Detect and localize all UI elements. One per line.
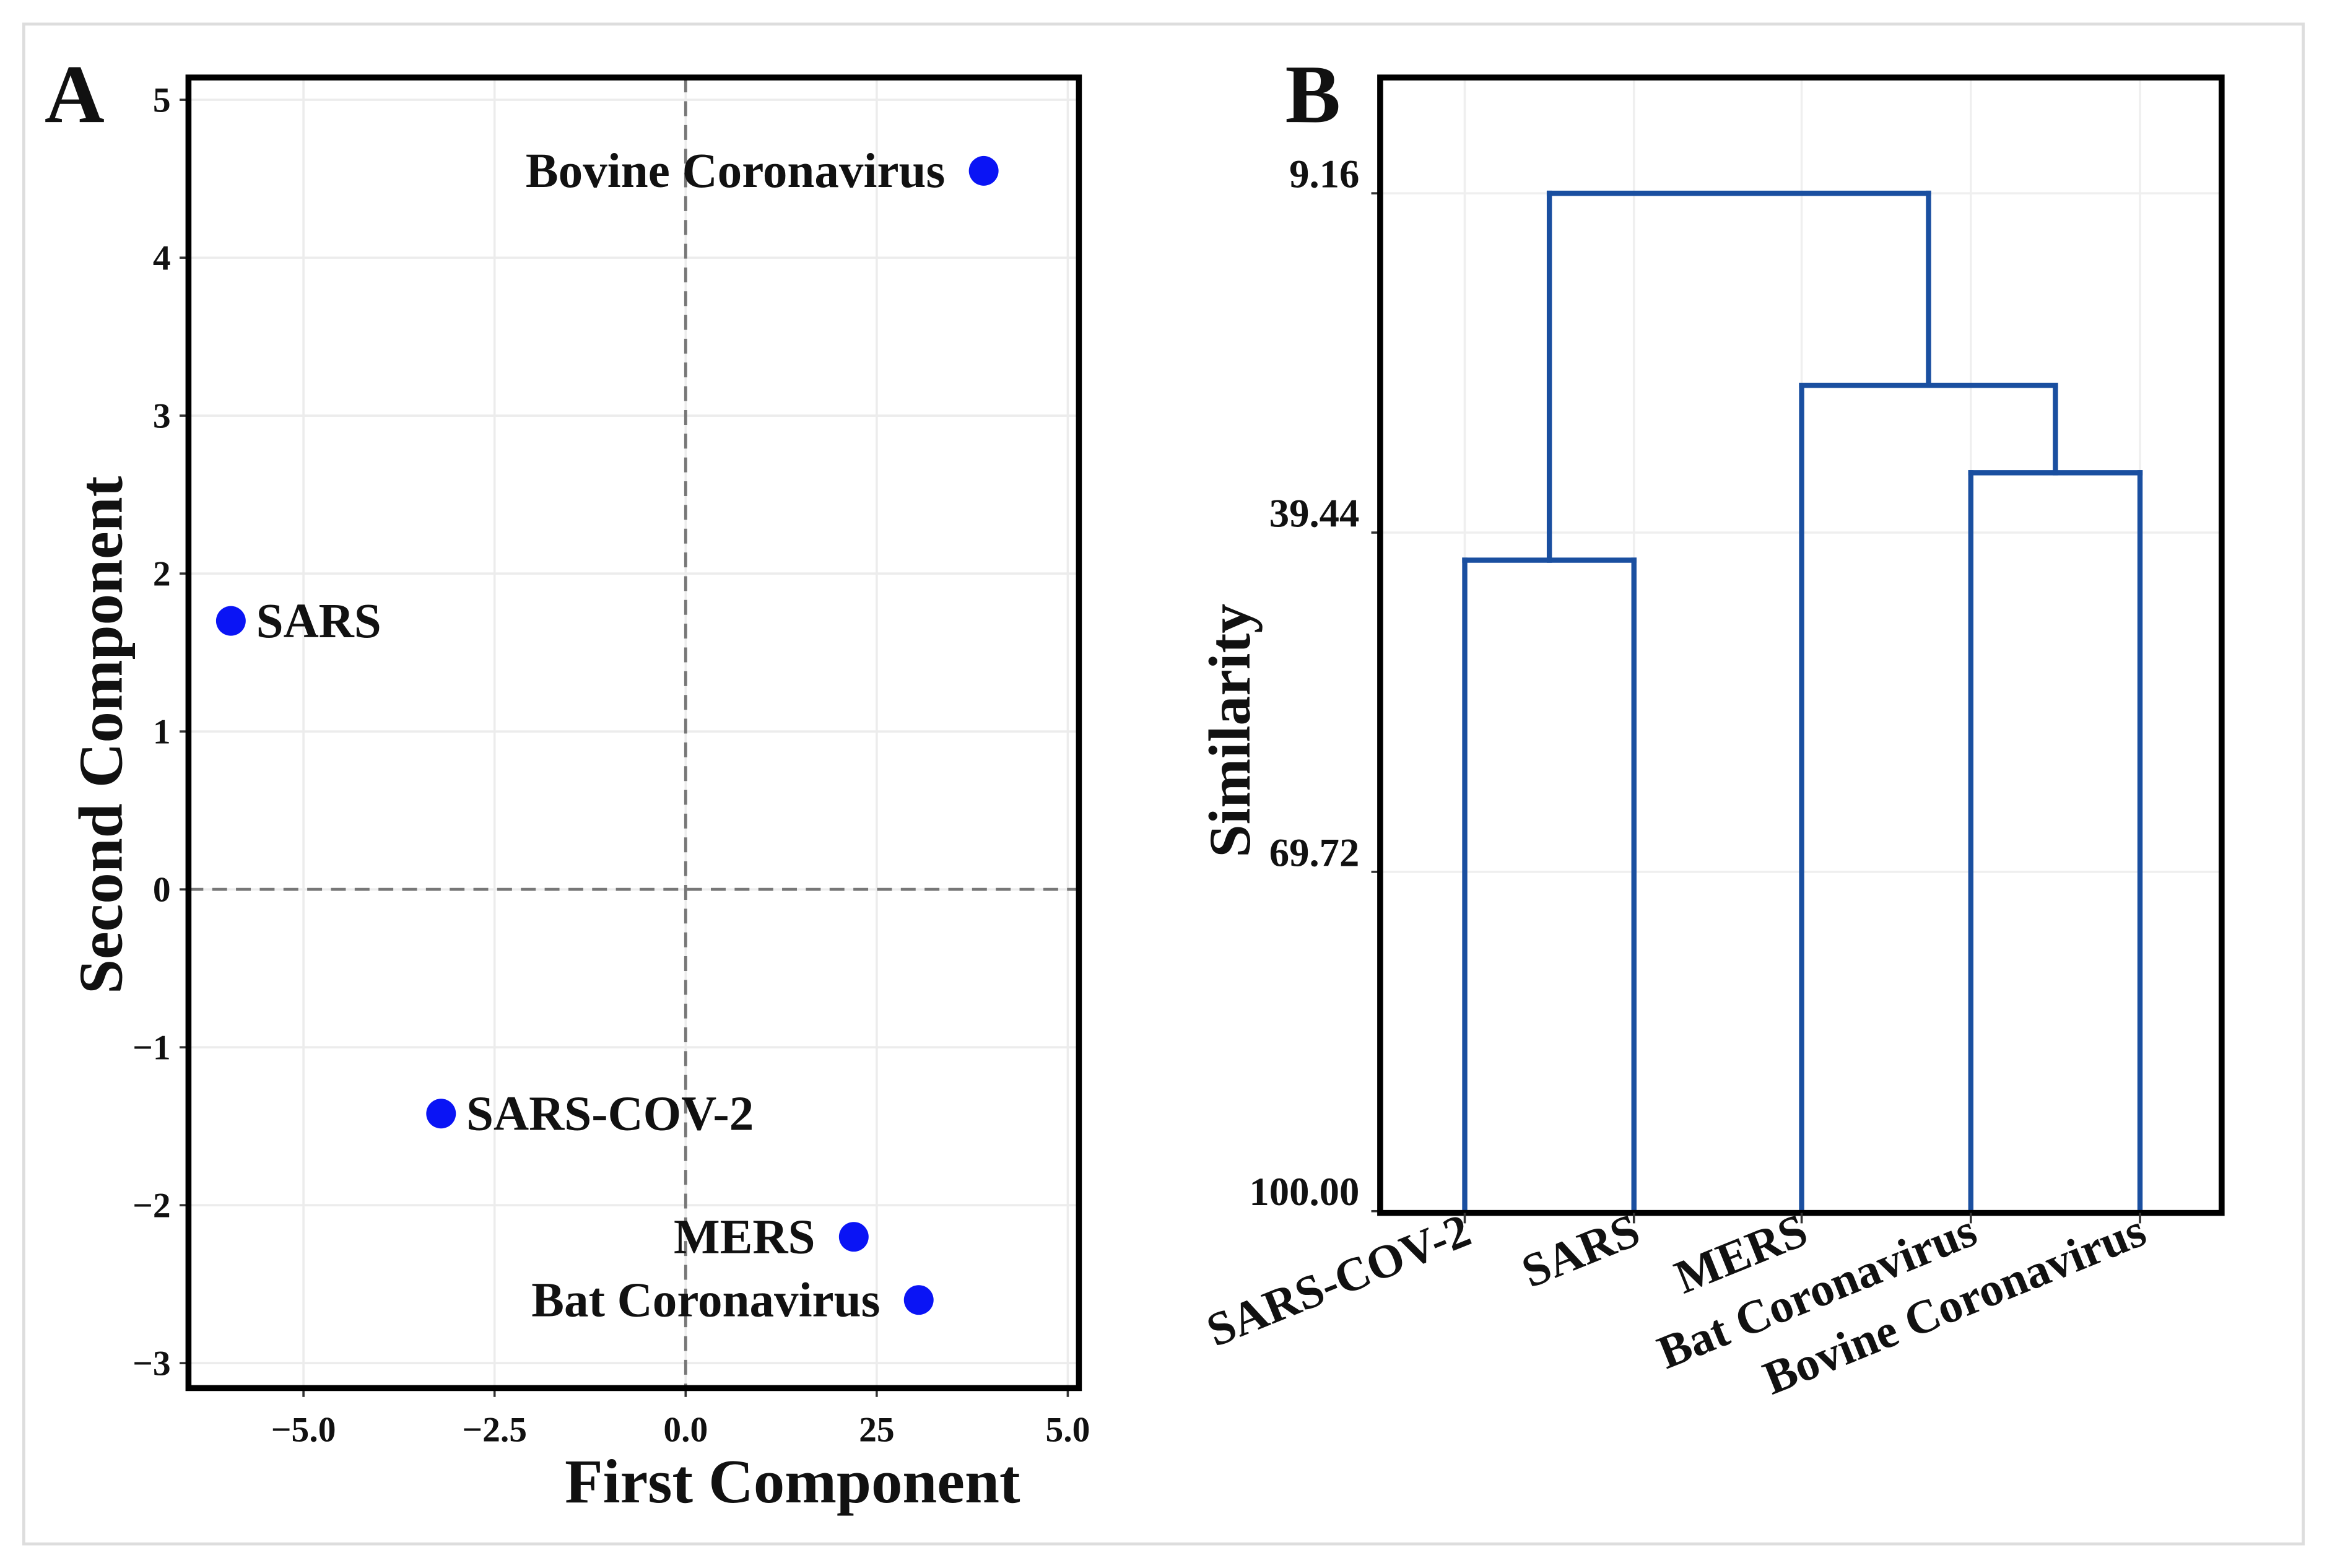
x-tick-label: 5.0 (1045, 1411, 1090, 1450)
data-point (903, 1285, 934, 1315)
y-tick-label: 100.00 (1249, 1169, 1359, 1214)
data-point (426, 1099, 456, 1129)
y-axis-label: Second Component (66, 476, 136, 994)
y-tick-label: −2 (133, 1186, 171, 1225)
y-tick-label: 9.16 (1289, 152, 1359, 196)
y-tick-label: 5 (153, 81, 171, 120)
plot-background (188, 77, 1079, 1388)
y-tick-label: 1 (153, 712, 171, 751)
x-tick-label: 0.0 (663, 1411, 708, 1450)
x-tick-label: −5.0 (271, 1411, 336, 1450)
plot-frame (185, 74, 1082, 1392)
point-label: SARS (256, 595, 381, 648)
point-label: Bovine Coronavirus (526, 144, 945, 198)
y-tick-label: 2 (153, 554, 171, 593)
data-point (968, 155, 999, 186)
x-tick-label: −2.5 (462, 1411, 527, 1450)
y-tick-label: −1 (133, 1028, 171, 1067)
data-point (215, 606, 246, 636)
y-tick-label: 39.44 (1269, 490, 1360, 535)
point-label: SARS-COV-2 (466, 1087, 754, 1141)
y-tick-label: −3 (133, 1344, 171, 1383)
y-tick-label: 4 (153, 238, 171, 277)
y-tick-label: 69.72 (1269, 830, 1360, 874)
x-tick-label: 25 (859, 1411, 895, 1450)
x-axis-label: First Component (565, 1447, 1020, 1516)
panel-a-label: A (45, 48, 105, 141)
point-label: MERS (674, 1211, 815, 1265)
y-tick-label: 0 (153, 870, 171, 909)
panel-b-label: B (1285, 48, 1341, 141)
panel-a-scatter: A First Component Second Component −5.0 −… (45, 48, 1090, 1516)
data-point (838, 1222, 869, 1252)
point-label: Bat Coronavirus (531, 1274, 880, 1328)
y-tick-label: 3 (153, 396, 171, 435)
similarity-axis-label: Similarity (1197, 604, 1263, 858)
